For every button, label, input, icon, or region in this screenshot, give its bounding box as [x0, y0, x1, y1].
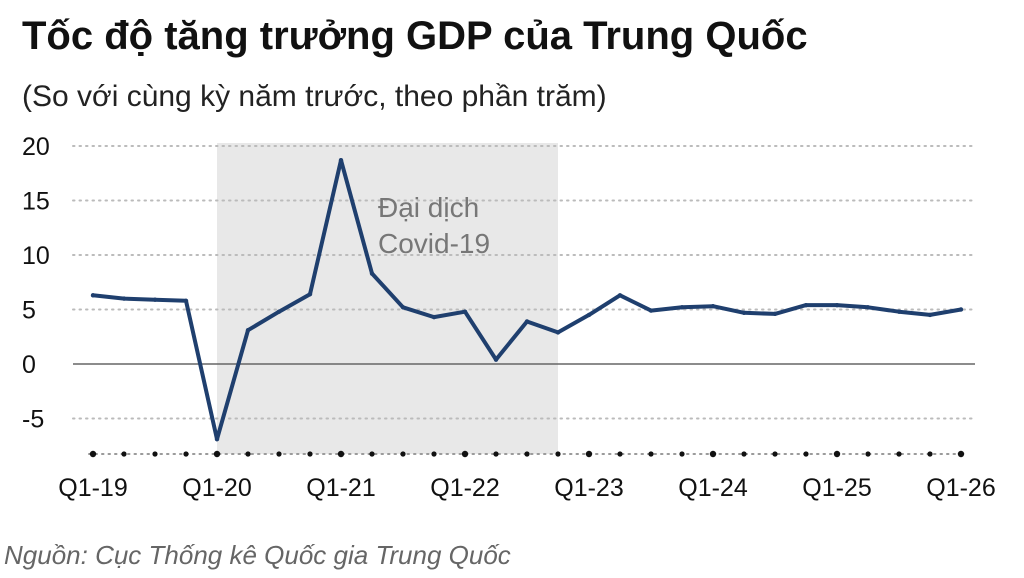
data-point [710, 304, 716, 309]
x-minor-tick [121, 451, 127, 457]
data-point [555, 330, 561, 335]
x-minor-tick [927, 451, 933, 457]
x-tick-label: Q1-25 [802, 474, 871, 502]
x-minor-tick [152, 451, 158, 457]
x-minor-tick [183, 451, 189, 457]
data-point [307, 292, 313, 297]
x-tick-label: Q1-23 [554, 474, 623, 502]
data-point [958, 307, 964, 312]
data-point [803, 302, 809, 308]
data-point [183, 298, 189, 303]
x-tick-label: Q1-22 [430, 474, 499, 502]
y-tick-label: 5 [22, 297, 36, 325]
x-minor-tick [679, 451, 685, 457]
x-tick-mark [337, 450, 345, 458]
x-tick-label: Q1-19 [58, 474, 127, 502]
data-point [586, 312, 592, 318]
x-minor-tick [245, 451, 251, 457]
data-point [834, 302, 840, 308]
data-point [865, 305, 871, 310]
x-tick-mark [585, 450, 593, 458]
covid-annotation: Đại dịch Covid-19 [378, 192, 490, 259]
data-point [679, 305, 685, 310]
y-tick-label: 20 [22, 133, 50, 161]
data-point [338, 157, 344, 163]
y-tick-label: 15 [22, 188, 50, 216]
x-minor-tick [648, 451, 654, 457]
chart-title: Tốc độ tăng trưởng GDP của Trung Quốc [22, 14, 808, 58]
data-point [431, 314, 437, 320]
x-minor-tick [865, 451, 871, 457]
x-tick-mark [461, 450, 469, 458]
x-tick-label: Q1-26 [926, 474, 995, 502]
x-minor-tick [741, 451, 747, 457]
source-note: Nguồn: Cục Thống kê Quốc gia Trung Quốc [4, 540, 511, 570]
chart-subtitle: (So với cùng kỳ năm trước, theo phần tră… [22, 80, 607, 113]
data-point [245, 328, 251, 333]
x-tick-mark [833, 450, 841, 458]
data-point [648, 308, 654, 313]
x-tick-mark [89, 450, 97, 458]
x-minor-tick [493, 451, 499, 457]
x-minor-tick [772, 451, 778, 457]
x-minor-tick [524, 451, 530, 457]
data-point [121, 296, 127, 301]
x-minor-tick [400, 451, 406, 457]
x-minor-tick [431, 451, 437, 457]
data-point [493, 357, 499, 362]
y-tick-label: 0 [22, 351, 36, 379]
data-point [276, 309, 282, 314]
x-minor-tick [803, 451, 809, 457]
data-point [927, 312, 933, 318]
y-tick-label: 10 [22, 242, 50, 270]
covid-annotation-line: Đại dịch [378, 192, 479, 223]
covid-annotation-line: Covid-19 [378, 228, 490, 259]
x-minor-tick [617, 451, 623, 457]
data-point [462, 309, 468, 314]
x-minor-tick [896, 451, 902, 457]
data-point [369, 271, 375, 276]
x-tick-label: Q1-20 [182, 474, 251, 502]
x-tick-label: Q1-21 [306, 474, 375, 502]
data-point [524, 319, 530, 324]
data-point [90, 293, 96, 298]
x-minor-tick [276, 451, 282, 457]
data-point [400, 305, 406, 310]
covid-shaded-region [217, 143, 558, 454]
data-point [617, 293, 623, 298]
x-tick-mark [957, 450, 965, 458]
data-point [772, 311, 778, 317]
x-minor-tick [555, 451, 561, 457]
x-minor-tick [307, 451, 313, 457]
x-tick-mark [213, 450, 221, 458]
data-point [896, 309, 902, 314]
data-point [741, 310, 747, 315]
y-tick-label: -5 [22, 406, 44, 434]
x-tick-label: Q1-24 [678, 474, 748, 502]
x-minor-tick [369, 451, 375, 457]
data-point [152, 297, 158, 302]
data-point [214, 437, 220, 442]
x-tick-mark [709, 450, 717, 458]
